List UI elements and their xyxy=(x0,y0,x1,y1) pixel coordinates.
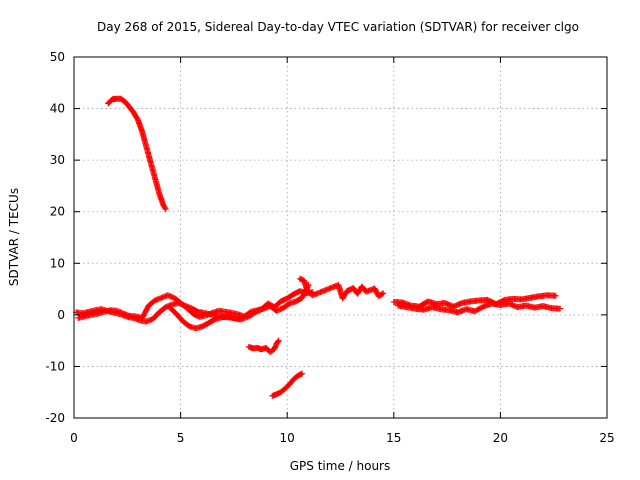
point-marker xyxy=(274,338,281,345)
x-tick-label: 0 xyxy=(70,431,78,445)
point-marker xyxy=(379,290,386,297)
grid-lines xyxy=(74,57,607,418)
chart-title: Day 268 of 2015, Sidereal Day-to-day VTE… xyxy=(97,20,579,34)
y-tick-label: 40 xyxy=(50,102,65,116)
point-marker xyxy=(552,292,559,299)
series-dip-segment xyxy=(166,304,244,332)
x-tick-label: 10 xyxy=(280,431,295,445)
series-band-b xyxy=(75,281,312,321)
series-mid-peaks xyxy=(296,275,387,302)
series-negative-rise xyxy=(269,370,306,399)
point-marker xyxy=(380,290,387,297)
x-tick-label: 15 xyxy=(386,431,401,445)
point-marker xyxy=(299,370,306,377)
series-steep-decay xyxy=(105,95,169,213)
y-tick-label: 50 xyxy=(50,50,65,64)
series-late-band-a xyxy=(390,292,559,310)
point-marker xyxy=(237,316,244,323)
data-points xyxy=(73,95,564,399)
point-marker xyxy=(275,337,282,344)
plot-frame xyxy=(73,56,608,419)
y-tick-label: -20 xyxy=(45,411,65,425)
y-tick-label: 10 xyxy=(50,256,65,270)
point-marker xyxy=(162,206,169,213)
series-band-a xyxy=(73,288,316,325)
point-marker xyxy=(557,305,564,312)
series-negative-short xyxy=(245,337,282,355)
y-axis-label: SDTVAR / TECUs xyxy=(7,188,21,286)
axis-ticks: 0 5 10 15 20 25 -20 -10 0 10 20 30 40 50 xyxy=(45,50,614,445)
y-tick-label: 30 xyxy=(50,153,65,167)
y-tick-label: -10 xyxy=(45,359,65,373)
x-tick-label: 5 xyxy=(177,431,185,445)
x-axis-label: GPS time / hours xyxy=(290,459,391,473)
series-late-band-b xyxy=(395,300,564,316)
x-tick-label: 25 xyxy=(599,431,614,445)
y-tick-label: 20 xyxy=(50,205,65,219)
point-marker xyxy=(161,204,168,211)
y-tick-label: 0 xyxy=(57,308,65,322)
x-tick-label: 20 xyxy=(493,431,508,445)
